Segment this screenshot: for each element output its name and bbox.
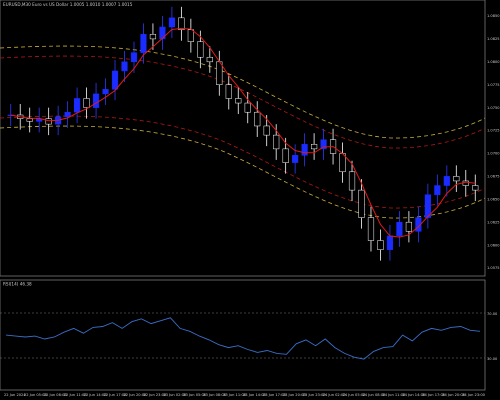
time-tick-label: 23 Jun 17:00 — [263, 393, 287, 397]
candle-body — [254, 111, 261, 127]
outer-band-upper — [0, 45, 486, 139]
candle-body — [159, 26, 166, 40]
candle-body — [244, 102, 251, 113]
candle-body — [263, 125, 270, 136]
candle-body — [197, 41, 204, 58]
rsi-panel-frame — [0, 279, 486, 391]
price-tick-label: 1.0775 — [487, 83, 500, 87]
chart-header: EURUSD,M30 Euro vs US Dollar 1.0005 1.00… — [3, 2, 133, 7]
rsi-level-70-label: 70.00 — [487, 312, 498, 316]
candle-body — [282, 148, 289, 163]
time-tick-label: 23 Jun 14:00 — [243, 393, 267, 397]
candle-body — [26, 118, 33, 122]
time-tick-label: 24 Jun 11:00 — [382, 393, 406, 397]
time-tick-label: 23 Jun 23:00 — [303, 393, 327, 397]
main-chart-frame — [0, 0, 486, 277]
inner-band-upper — [0, 55, 486, 149]
candle-body — [102, 89, 109, 95]
time-tick-label: 24 Jun 20:00 — [442, 393, 466, 397]
time-tick-label: 22 Jun 05:00 — [24, 393, 48, 397]
candles — [7, 6, 479, 261]
moving-average-line — [10, 27, 476, 238]
candle-body — [121, 61, 128, 72]
candle-body — [424, 194, 431, 218]
candle-body — [130, 52, 138, 63]
candle-body — [92, 93, 100, 108]
inner-band-lower — [0, 115, 486, 209]
rsi-label: RSI(14) 46.38 — [3, 282, 32, 287]
rsi-level-30-label: 30.00 — [487, 357, 498, 361]
price-tick-label: 1.0625 — [487, 220, 500, 224]
time-tick-label: 24 Jun 23:00 — [462, 393, 486, 397]
time-tick-label: 24 Jun 08:00 — [363, 393, 387, 397]
candle-body — [235, 98, 242, 104]
candle-body — [292, 155, 299, 163]
candle-body — [225, 84, 232, 99]
price-tick-label: 1.0700 — [487, 152, 500, 156]
candle-body — [320, 139, 327, 150]
candle-body — [405, 221, 412, 232]
price-tick-label: 1.0750 — [487, 106, 500, 110]
candle-body — [206, 56, 213, 63]
rsi-line — [5, 317, 481, 360]
candle-body — [74, 98, 81, 113]
candle-body — [358, 189, 365, 218]
candle-body — [453, 176, 460, 182]
candle-body — [348, 171, 356, 191]
candle-body — [377, 240, 384, 250]
price-tick-label: 1.0600 — [487, 243, 500, 247]
candle-body — [149, 34, 157, 40]
candle-body — [168, 17, 175, 28]
candle-body — [367, 217, 375, 241]
time-tick-label: 22 Jun 14:00 — [84, 393, 108, 397]
time-tick-label: 23 Jun 02:00 — [163, 393, 187, 397]
candle-body — [64, 111, 71, 118]
time-tick-label: 24 Jun 05:00 — [343, 393, 367, 397]
candle-body — [311, 144, 318, 150]
time-tick-label: 24 Jun 17:00 — [422, 393, 446, 397]
candle-body — [140, 34, 147, 53]
time-tick-label: 22 Jun 23:00 — [143, 393, 167, 397]
candle-body — [178, 17, 185, 30]
candle-body — [187, 29, 194, 42]
candle-body — [273, 134, 280, 150]
price-tick-label: 1.0800 — [487, 60, 500, 64]
time-tick-label: 23 Jun 20:00 — [283, 393, 307, 397]
candle-body — [83, 98, 90, 108]
time-tick-label: 24 Jun 02:00 — [323, 393, 347, 397]
candle-body — [301, 144, 308, 156]
price-axis: 1.0850 1.0825 1.0800 1.0775 1.0750 1.0725 1.07… — [487, 14, 500, 270]
price-tick-label: 1.0575 — [487, 266, 500, 270]
time-tick-label: 23 Jun 05:00 — [183, 393, 207, 397]
time-tick-label: 22 Jun 17:00 — [104, 393, 128, 397]
time-tick-label: 22 Jun 11:00 — [64, 393, 88, 397]
time-tick-label: 23 Jun 08:00 — [203, 393, 227, 397]
candle-body — [434, 185, 441, 195]
price-tick-label: 1.0650 — [487, 197, 500, 201]
time-tick-label: 24 Jun 14:00 — [402, 393, 426, 397]
price-tick-label: 1.0725 — [487, 129, 500, 133]
time-tick-label: 22 Jun 20:00 — [124, 393, 148, 397]
candle-body — [443, 176, 450, 186]
time-tick-label: 22 Jun 08:00 — [44, 393, 68, 397]
outer-band-lower — [0, 125, 486, 219]
time-tick-label: 23 Jun 11:00 — [223, 393, 247, 397]
candle-body — [111, 70, 119, 90]
price-tick-label: 1.0850 — [487, 14, 500, 18]
candle-body — [386, 235, 394, 250]
price-tick-label: 1.0825 — [487, 37, 500, 41]
time-tick-label: 22 Jun 2024 — [4, 393, 26, 397]
candle-body — [396, 221, 403, 237]
candle-body — [45, 118, 52, 125]
price-tick-label: 1.0675 — [487, 175, 500, 179]
candle-body — [472, 185, 479, 191]
